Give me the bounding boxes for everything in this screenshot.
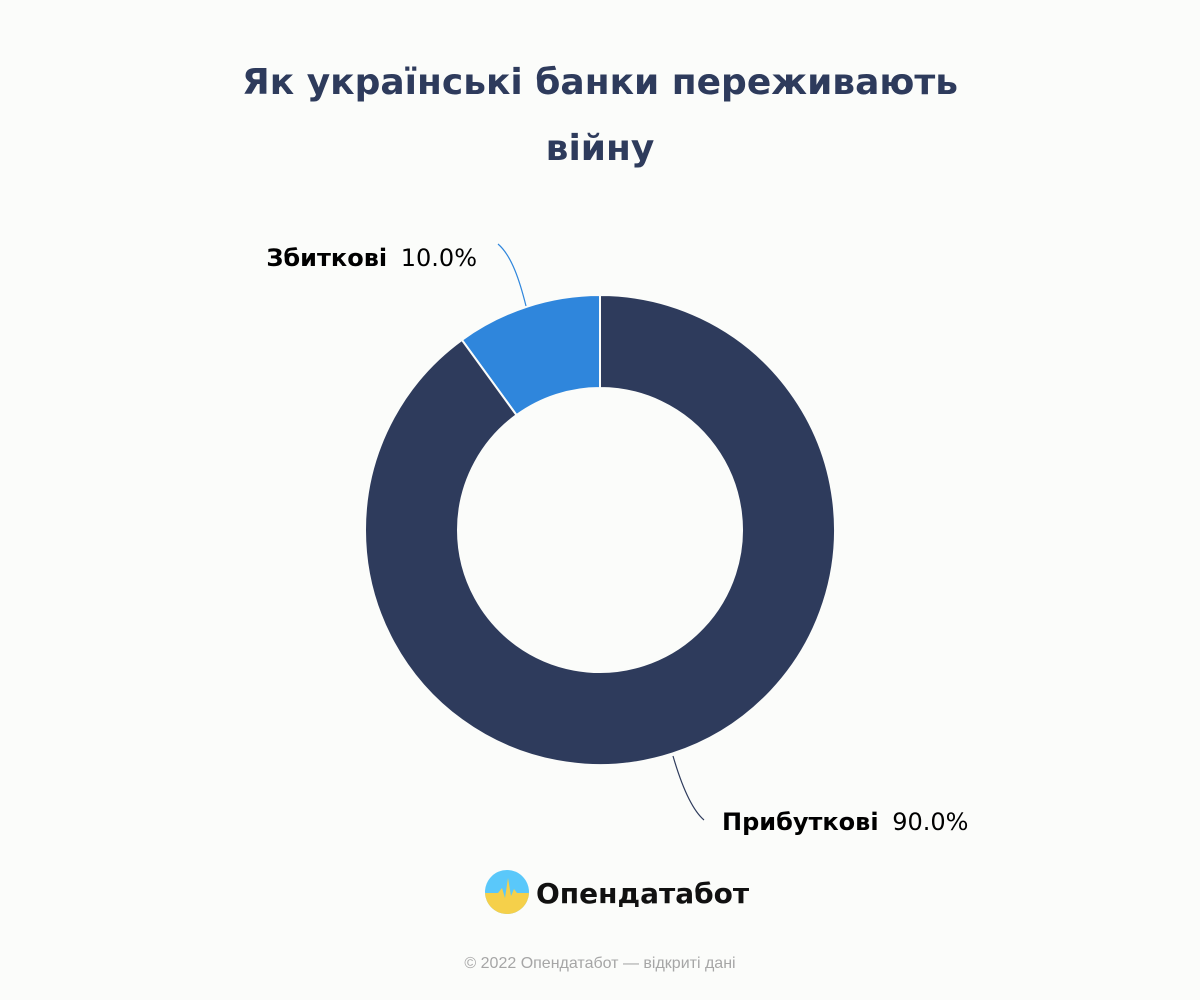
logo: Опендатабот	[485, 870, 750, 914]
footer-copyright: © 2022 Опендатабот — відкриті дані	[464, 955, 736, 972]
slice-name-prybutkovi: Прибуткові	[722, 808, 879, 836]
slice-value-zbytkovi: 10.0%	[401, 244, 477, 272]
logo-icon	[485, 870, 529, 914]
logo-text: Опендатабот	[536, 877, 750, 910]
chart-title: Як українські банки переживають війну	[242, 62, 958, 169]
connector-prybutkovi	[672, 755, 705, 821]
slice-value-prybutkovi: 90.0%	[892, 808, 968, 836]
slice-label-prybutkovi: Прибуткові 90.0%	[722, 808, 968, 836]
slice-labels: Збиткові 10.0% Прибуткові 90.0%	[266, 244, 968, 836]
slice-label-zbytkovi: Збиткові 10.0%	[266, 244, 477, 272]
connector-zbytkovi	[497, 243, 527, 307]
donut-slices	[364, 293, 836, 766]
label-connectors	[497, 243, 705, 821]
donut-slice-prybutkovi	[364, 293, 836, 766]
slice-name-zbytkovi: Збиткові	[266, 244, 387, 272]
